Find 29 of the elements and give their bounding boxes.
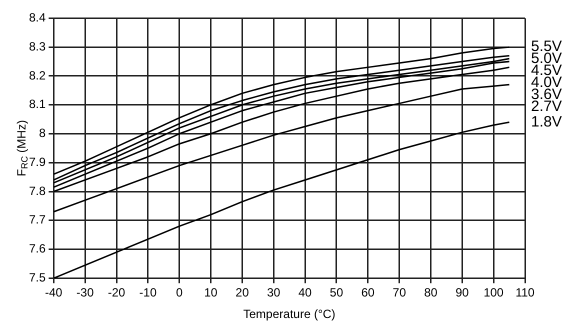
x-tick-label: 10 <box>204 286 218 300</box>
x-tick-label: 50 <box>330 286 344 300</box>
y-tick-label: 8 <box>38 126 46 140</box>
y-tick-label: 7.6 <box>28 242 46 256</box>
x-tick-label: -30 <box>76 286 94 300</box>
x-tick-label: -10 <box>139 286 157 300</box>
x-tick-label: 80 <box>424 286 438 300</box>
x-tick-label: -20 <box>108 286 126 300</box>
x-tick-label: 30 <box>266 286 281 300</box>
y-tick-label: 7.8 <box>28 184 46 198</box>
y-tick-label: 8.4 <box>28 10 46 25</box>
x-axis-title: Temperature (°C) <box>243 307 336 322</box>
y-tick-label: 8.2 <box>28 68 46 82</box>
x-tick-label: 90 <box>455 286 470 300</box>
x-tick-label: 20 <box>236 286 250 300</box>
y-axis-title: FRC (MHz) <box>14 120 30 176</box>
y-tick-label: 7.9 <box>28 154 46 169</box>
y-tick-label: 8.1 <box>28 97 46 112</box>
x-tick-label: 70 <box>392 286 406 300</box>
x-tick-label: 110 <box>515 286 535 300</box>
y-tick-label: 8.3 <box>28 39 46 54</box>
y-tick-label: 7.7 <box>28 212 46 227</box>
x-tick-label: -40 <box>45 286 63 300</box>
x-tick-label: 100 <box>484 286 504 300</box>
series-label: 1.8V <box>531 113 562 130</box>
x-tick-label: 40 <box>298 286 312 300</box>
x-tick-label: 0 <box>176 286 184 300</box>
y-tick-label: 7.5 <box>28 270 46 285</box>
x-tick-label: 60 <box>361 286 375 300</box>
